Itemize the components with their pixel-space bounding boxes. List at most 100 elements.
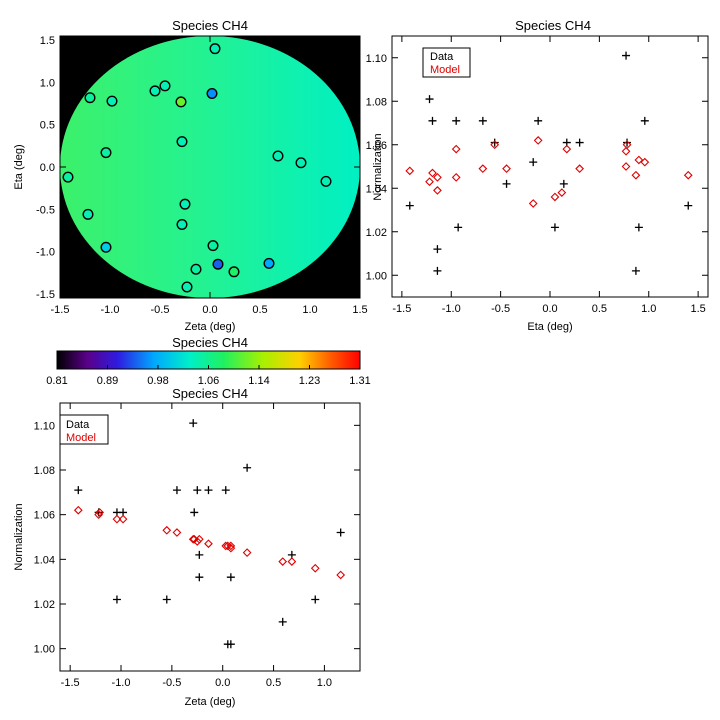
colorbar-tick-label: 1.31 <box>349 375 370 387</box>
map-x-tick-label: -1.5 <box>51 304 70 316</box>
eta-model-point <box>622 140 632 150</box>
colorbar: 0.81 0.89 0.98 1.06 1.14 1.23 1.31 <box>46 350 371 387</box>
zeta-y-label: Normalization <box>13 503 25 570</box>
zeta-y-tick-label: 1.00 <box>34 644 55 656</box>
eta-model-point <box>451 144 461 154</box>
eta-data-point <box>433 245 442 254</box>
map-point <box>175 96 187 108</box>
colorbar-tick-label: 1.23 <box>299 375 320 387</box>
eta-y-tick-label: 1.02 <box>366 227 387 239</box>
colorbar-tick-label: 0.81 <box>46 375 67 387</box>
map-point <box>82 208 94 220</box>
map-x-tick-label: 0.0 <box>202 304 217 316</box>
map-point <box>176 136 188 148</box>
eta-x-tick-label: 0.5 <box>592 303 607 315</box>
zeta-model-point <box>188 534 198 544</box>
eta-model-point <box>550 192 560 202</box>
zeta-plot-title: Species CH4 <box>172 386 248 401</box>
zeta-legend-model: Model <box>66 432 96 444</box>
map-point <box>209 43 221 55</box>
map-point <box>179 198 191 210</box>
map-x-tick-label: -0.5 <box>151 304 170 316</box>
zeta-model-point <box>310 563 320 573</box>
zeta-model-point <box>278 557 288 566</box>
map-y-tick-label: 0.0 <box>40 162 55 174</box>
eta-y-tick-label: 1.06 <box>366 140 387 152</box>
zeta-y-tick-label: 1.10 <box>34 420 55 432</box>
map-point <box>62 171 74 183</box>
zeta-data-point <box>221 486 230 495</box>
map-field <box>60 36 360 298</box>
map-panel: -1.5 -1.0 -0.5 0.0 0.5 1.0 1.5 -1.5 -1.0 -0.5 0.0… <box>13 35 368 333</box>
eta-legend-model: Model <box>430 64 460 76</box>
zeta-x-tick-label: 0.5 <box>266 677 281 689</box>
zeta-data-point <box>226 640 235 649</box>
zeta-data-point <box>226 573 235 582</box>
eta-model-point <box>631 170 641 180</box>
zeta-legend-box <box>59 414 109 445</box>
eta-model-point <box>528 199 538 208</box>
zeta-data-point <box>112 595 121 604</box>
eta-x-tick-label: 1.5 <box>690 303 705 315</box>
eta-model-point <box>478 164 488 174</box>
zeta-x-tick-label: 1.0 <box>317 677 332 689</box>
map-point <box>320 175 332 187</box>
eta-data-point <box>428 116 437 125</box>
zeta-plot-frame <box>59 402 361 672</box>
map-point <box>149 85 161 97</box>
zeta-y-axis: 1.00 1.02 1.04 1.06 1.08 1.10 <box>34 420 360 656</box>
eta-data-point <box>631 266 640 275</box>
colorbar-tick-label: 0.98 <box>147 375 168 387</box>
eta-x-tick-label: 0.0 <box>542 303 557 315</box>
zeta-y-tick-label: 1.04 <box>34 554 55 566</box>
eta-data-point <box>550 223 559 232</box>
eta-data-point <box>623 138 632 147</box>
eta-legend: Data Model <box>422 47 471 78</box>
zeta-data-point <box>195 550 204 559</box>
eta-data-point <box>559 179 568 188</box>
zeta-marks <box>73 419 346 649</box>
colorbar-tick-label: 0.89 <box>97 375 118 387</box>
zeta-data-point <box>162 595 171 604</box>
zeta-x-tick-label: -0.5 <box>162 677 181 689</box>
eta-model-point <box>405 166 415 176</box>
eta-x-label: Eta (deg) <box>527 321 572 333</box>
zeta-model-point <box>172 528 182 537</box>
eta-model-point <box>428 168 437 178</box>
zeta-data-point <box>278 617 287 626</box>
map-title: Species CH4 <box>172 18 248 33</box>
map-y-axis: -1.5 -1.0 -0.5 0.0 0.5 1.0 1.5 <box>36 35 360 301</box>
zeta-model-point <box>118 514 128 524</box>
eta-data-point <box>622 51 631 60</box>
map-y-tick-label: -1.5 <box>36 289 55 301</box>
map-y-tick-label: -0.5 <box>36 204 55 216</box>
map-point <box>100 241 112 253</box>
zeta-legend: Data Model <box>59 414 109 445</box>
map-point <box>190 263 202 275</box>
zeta-x-axis: -1.5 -1.0 -0.5 0.0 0.5 1.0 <box>61 403 332 689</box>
eta-model-point <box>533 136 543 145</box>
zeta-x-tick-label: -1.0 <box>112 677 131 689</box>
zeta-model-point <box>162 525 172 535</box>
zeta-model-point <box>192 537 202 546</box>
eta-model-point <box>425 177 434 187</box>
eta-model-point <box>433 186 442 195</box>
eta-x-tick-label: -1.5 <box>392 303 411 315</box>
eta-model-point <box>490 140 500 150</box>
zeta-model-point <box>112 514 122 524</box>
eta-marks <box>405 51 693 275</box>
map-point <box>212 258 224 270</box>
map-points <box>62 43 332 293</box>
zeta-model-point <box>95 508 105 517</box>
eta-model-point <box>557 188 567 197</box>
eta-plot-title: Species CH4 <box>515 18 591 33</box>
map-y-tick-label: 0.5 <box>40 120 55 132</box>
eta-data-point <box>684 201 693 210</box>
eta-data-point <box>634 223 643 232</box>
eta-data-point <box>575 138 584 147</box>
zeta-data-point <box>189 419 198 428</box>
eta-model-point <box>562 144 572 154</box>
zeta-y-tick-label: 1.06 <box>34 510 55 522</box>
map-x-tick-label: 1.5 <box>352 304 367 316</box>
